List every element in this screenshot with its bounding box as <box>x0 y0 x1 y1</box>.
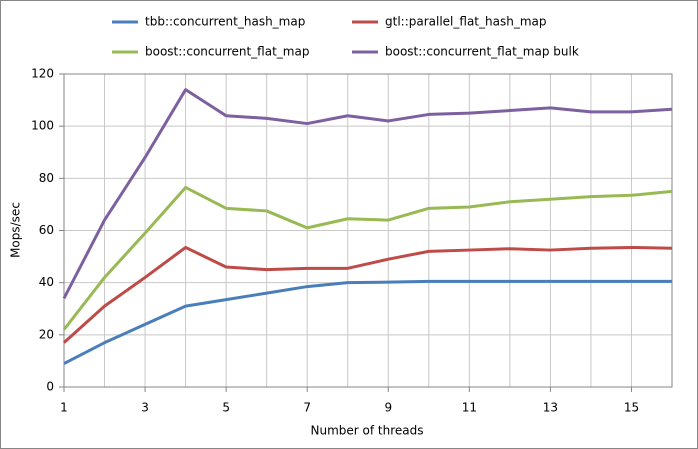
x-tick-label: 13 <box>543 401 558 415</box>
x-tick-label: 5 <box>222 401 230 415</box>
legend-label: gtl::parallel_flat_hash_map <box>385 15 546 29</box>
x-axis-label: Number of threads <box>311 424 424 438</box>
y-tick-label: 20 <box>39 327 54 341</box>
legend-label: boost::concurrent_flat_map bulk <box>385 45 579 59</box>
series-line <box>62 185 673 331</box>
legend-label: tbb::concurrent_hash_map <box>145 15 305 29</box>
x-tick-label: 9 <box>384 401 392 415</box>
y-axis-label: Mops/sec <box>9 202 23 258</box>
x-tick-label: 1 <box>60 401 68 415</box>
y-tick-label: 0 <box>46 380 54 394</box>
x-tick-label: 15 <box>624 401 639 415</box>
y-tick-label: 40 <box>39 275 54 289</box>
series-line <box>62 88 673 300</box>
y-tick-label: 100 <box>31 119 54 133</box>
plot-border <box>63 73 673 388</box>
y-tick-label: 60 <box>39 223 54 237</box>
y-tick-label: 120 <box>31 67 54 81</box>
x-tick-label: 11 <box>462 401 477 415</box>
y-tick-label: 80 <box>39 171 54 185</box>
x-tick-label: 7 <box>303 401 311 415</box>
series-line <box>62 245 673 344</box>
legend-label: boost::concurrent_flat_map <box>145 45 309 59</box>
x-tick-label: 3 <box>141 401 149 415</box>
series-line <box>63 279 672 365</box>
